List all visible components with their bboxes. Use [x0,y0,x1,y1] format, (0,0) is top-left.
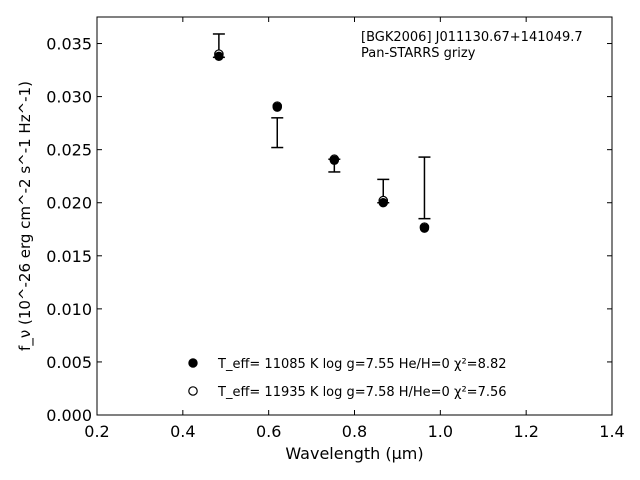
x-tick-label: 1.4 [599,422,624,441]
y-tick-label: 0.035 [46,35,92,54]
x-tick-label: 0.6 [256,422,281,441]
x-tick-label: 0.8 [342,422,367,441]
y-axis-label: f_ν (10^-26 erg cm^-2 s^-1 Hz^-1) [16,81,35,351]
plot-frame [96,16,613,416]
y-tick-label: 0.020 [46,194,92,213]
y-tick-label: 0.030 [46,88,92,107]
x-tick-label: 1.2 [513,422,538,441]
y-tick-label: 0.025 [46,141,92,160]
y-tick-label: 0.005 [46,353,92,372]
x-tick-label: 1.0 [428,422,453,441]
x-tick-label: 0.2 [84,422,109,441]
model-filled-point [419,223,430,233]
model-filled-point [272,102,282,112]
annotation-line: Pan-STARRS grizy [361,46,476,61]
y-tick-label: 0.015 [46,247,92,266]
legend-marker-open [188,386,198,396]
model-filled-point [329,155,340,165]
legend-marker-filled [188,358,198,368]
legend-label: T_eff= 11935 K log g=7.58 H/He=0 χ²=7.56 [217,385,507,400]
model-filled-point [378,198,388,208]
annotation-line: [BGK2006] J011130.67+141049.7 [361,30,583,45]
x-tick-label: 0.4 [170,422,195,441]
x-axis-label: Wavelength (μm) [285,444,423,463]
y-tick-label: 0.000 [46,406,92,425]
model-filled-point [214,51,224,61]
y-tick-label: 0.010 [46,300,92,319]
legend-label: T_eff= 11085 K log g=7.55 He/H=0 χ²=8.82 [217,357,507,372]
